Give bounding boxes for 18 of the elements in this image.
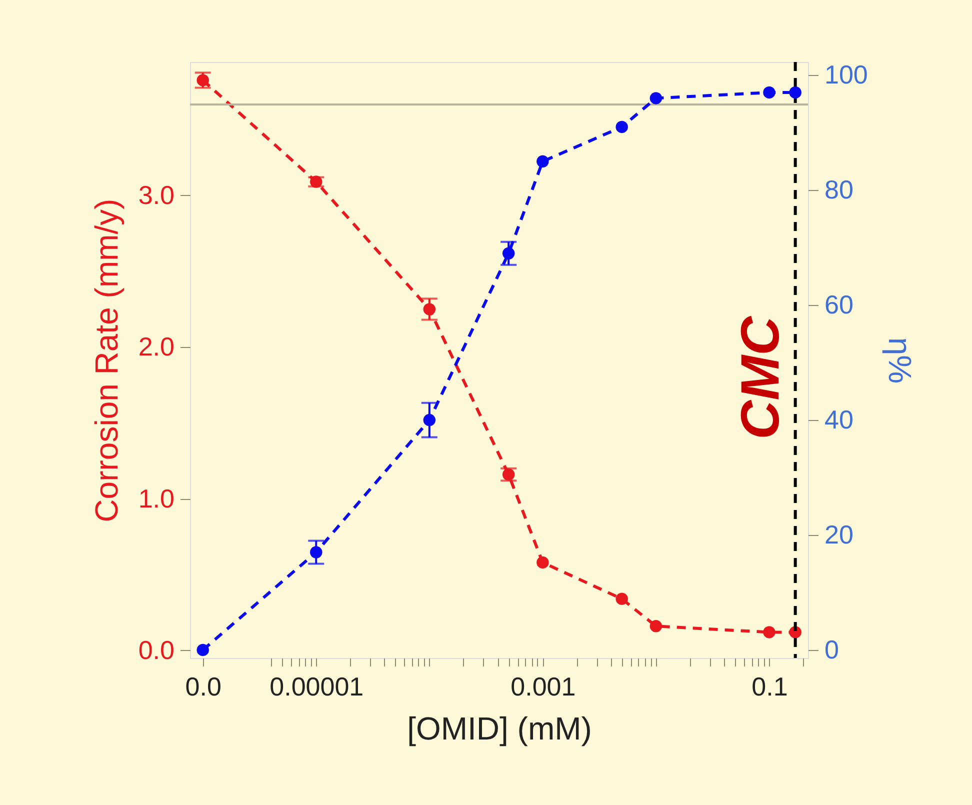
y2-tick-label: 0 <box>824 634 839 664</box>
y2-tick-label: 60 <box>824 290 854 320</box>
y-axis-title: Corrosion Rate (mm/y) <box>88 198 124 522</box>
y2-tick-label: 20 <box>824 520 854 550</box>
y2-tick-label: 100 <box>824 60 868 90</box>
y-tick-label: 1.0 <box>138 483 174 514</box>
x-tick-label: 0.0 <box>185 672 222 702</box>
y-tick-label: 2.0 <box>138 332 174 362</box>
x-axis-title: [OMID] (mM) <box>407 710 592 746</box>
y-tick-label: 0.0 <box>138 634 174 665</box>
y2-tick-label: 40 <box>824 404 854 435</box>
x-tick-label: 0.001 <box>510 672 576 702</box>
x-tick-label: 0.00001 <box>270 672 364 702</box>
y2-tick-label: 80 <box>824 174 854 205</box>
ref-line-label: CMC <box>730 315 790 440</box>
y2-axis-title: η% <box>882 337 918 384</box>
x-tick-label: 0.1 <box>752 672 788 702</box>
y-tick-label: 3.0 <box>138 180 174 210</box>
